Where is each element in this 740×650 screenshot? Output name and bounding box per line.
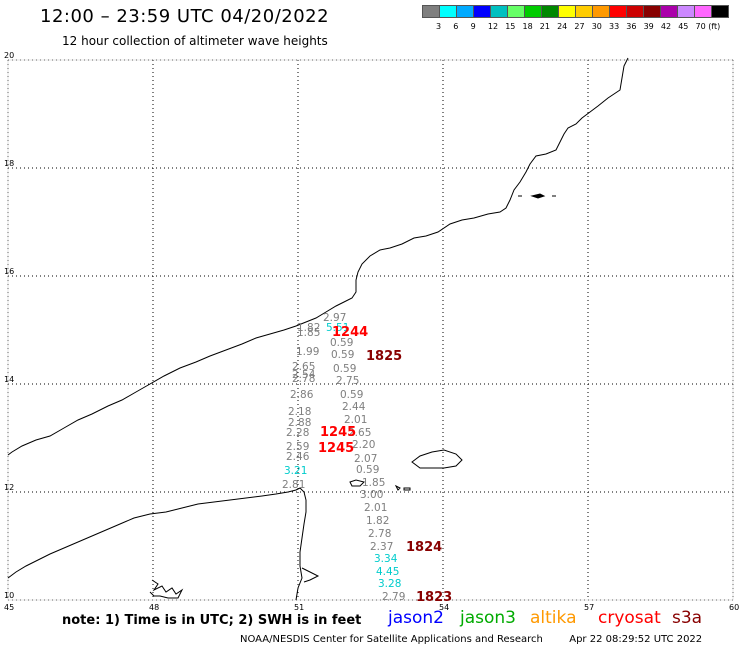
- wave-height-value: 3.00: [360, 489, 383, 501]
- wave-height-value: 1.99: [296, 346, 319, 358]
- longitude-label: 54: [439, 603, 449, 612]
- wave-height-value: 2.78: [292, 373, 315, 385]
- wave-height-value: 1.82: [297, 322, 320, 334]
- wave-height-value: 2.59: [286, 441, 309, 453]
- wave-height-value: 2.81: [282, 479, 305, 491]
- wave-height-value: 1.85: [297, 327, 320, 339]
- wave-height-value: 3.28: [378, 578, 401, 590]
- legend-tick-label: 3: [436, 22, 442, 31]
- legend-tick-label: 33: [609, 22, 620, 31]
- satellite-s3a: s3a: [672, 608, 703, 628]
- wave-height-value: 2.01: [364, 502, 387, 514]
- legend-tick-label: 12: [487, 22, 499, 31]
- credit-line: NOAA/NESDIS Center for Satellite Applica…: [240, 634, 702, 645]
- longitude-label: 57: [584, 603, 594, 612]
- wave-height-value: 2.65: [348, 427, 371, 439]
- coastline-arabia: [7, 57, 629, 456]
- latitude-label: 16: [4, 267, 14, 276]
- wave-height-value: 2.01: [344, 414, 367, 426]
- wave-height-value: 2.86: [290, 389, 314, 401]
- pass-time-label: 1245: [320, 425, 356, 440]
- longitude-label: 51: [294, 603, 304, 612]
- legend-swatch: [711, 5, 729, 18]
- legend-tick-labels: 3 6 9 12 15 18 21 24 27 30 33 36 39 42 45 70 (ft): [422, 22, 740, 36]
- legend-tick-label: 39: [643, 22, 654, 31]
- color-legend: [422, 5, 729, 18]
- legend-tick-label: 42: [660, 22, 672, 31]
- legend-tick-label: 18: [522, 22, 533, 31]
- wave-height-values: 2.971.821.85 5.510.591.99 0.592.65 0.592.54…: [282, 312, 405, 603]
- wave-height-value: 0.59: [333, 363, 356, 375]
- wave-height-value: 1.85: [362, 477, 385, 489]
- latitude-label: 18: [4, 159, 14, 168]
- wave-height-value: 4.45: [376, 566, 399, 578]
- wave-height-value: 3.34: [374, 553, 398, 565]
- wave-height-value: 0.59: [330, 337, 353, 349]
- wave-height-value: 3.21: [284, 465, 307, 477]
- kuria-muria-islands: [518, 193, 556, 199]
- map-title: 12:00 – 23:59 UTC 04/20/2022: [40, 6, 330, 27]
- legend-tick-label: 21: [539, 22, 550, 31]
- latitude-label: 10: [4, 591, 14, 600]
- wave-height-value: 0.59: [356, 464, 379, 476]
- map-frame: [7, 59, 734, 601]
- wave-height-value: 2.20: [352, 439, 375, 451]
- coastal-feature: [149, 579, 184, 599]
- latitude-label: 20: [4, 51, 14, 60]
- small-island: [394, 484, 411, 491]
- small-island: [349, 479, 365, 487]
- longitude-label: 60: [729, 603, 739, 612]
- legend-tick-label: 45: [678, 22, 689, 31]
- wave-height-value: 2.37: [370, 541, 393, 553]
- generated-timestamp: Apr 22 08:29:52 UTC 2022: [569, 634, 703, 645]
- legend-tick-label: 36: [626, 22, 637, 31]
- longitude-labels: 45 48 51 54 57 60: [4, 603, 739, 612]
- longitude-label: 45: [4, 603, 14, 612]
- wave-height-value: 5.51: [326, 322, 349, 334]
- coastline-cape: [301, 567, 320, 583]
- pass-time-label: 1824: [406, 540, 442, 555]
- wave-height-value: 2.79: [382, 591, 405, 603]
- wave-height-value: 2.65: [292, 361, 315, 373]
- wave-height-value: 2.18: [288, 406, 311, 418]
- legend-tick-label: 9: [470, 22, 476, 31]
- wave-height-value: 2.88: [288, 417, 311, 429]
- pass-time-label: 1244: [332, 325, 368, 340]
- latitude-label: 12: [4, 483, 14, 492]
- longitude-label: 48: [149, 603, 159, 612]
- legend-tick-label: 70 (ft): [695, 22, 721, 31]
- pass-time-label: 1825: [366, 349, 402, 364]
- satellite-cryosat: cryosat: [598, 608, 661, 628]
- coastline-somalia: [7, 487, 307, 601]
- map-subtitle: 12 hour collection of altimeter wave hei…: [62, 34, 328, 48]
- latitude-label: 14: [4, 375, 14, 384]
- latitude-labels: 20 18 16 14 12 10: [4, 51, 14, 600]
- credit-text: NOAA/NESDIS Center for Satellite Applica…: [240, 634, 543, 645]
- socotra-island: [411, 449, 463, 469]
- wave-height-value: 2.75: [336, 375, 359, 387]
- legend-tick-label: 24: [557, 22, 568, 31]
- wave-height-value: 2.78: [368, 528, 391, 540]
- wave-height-value: 2.28: [286, 427, 309, 439]
- legend-tick-label: 30: [591, 22, 602, 31]
- wave-height-value: 2.44: [342, 401, 366, 413]
- satellite-altika: altika: [530, 608, 577, 628]
- footnote: note: 1) Time is in UTC; 2) SWH is in fe…: [62, 613, 362, 628]
- pass-time-label: 1245: [318, 441, 354, 456]
- wave-height-value: 2.97: [323, 312, 346, 324]
- legend-tick-label: 6: [453, 22, 459, 31]
- wave-height-value: 0.59: [331, 349, 354, 361]
- wave-height-value: 2.07: [354, 453, 377, 465]
- legend-tick-label: 15: [505, 22, 516, 31]
- wave-height-value: 1.82: [366, 515, 389, 527]
- legend-tick-label: 27: [574, 22, 585, 31]
- pass-time-label: 1823: [416, 590, 452, 605]
- wave-height-value: 2.46: [286, 451, 310, 463]
- satellite-jason3: jason3: [460, 608, 516, 628]
- wave-height-value: 2.54: [292, 369, 316, 381]
- satellite-jason2: jason2: [388, 608, 444, 628]
- wave-height-value: 0.59: [340, 389, 363, 401]
